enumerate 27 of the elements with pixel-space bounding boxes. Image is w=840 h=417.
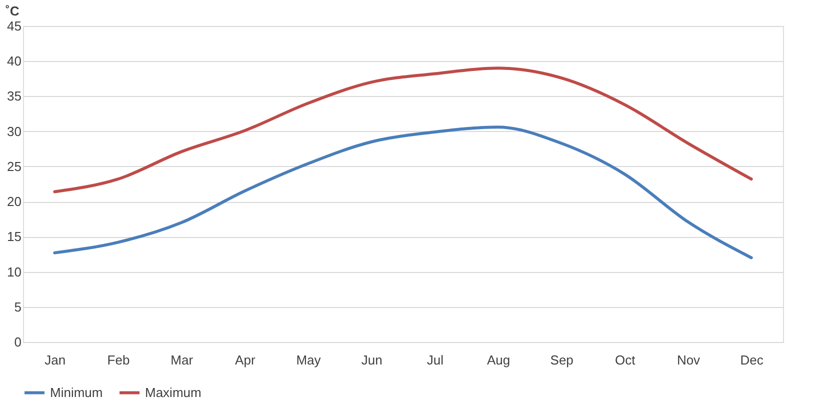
- legend-label: Minimum: [50, 384, 103, 400]
- x-tick-label: Mar: [170, 352, 194, 368]
- x-tick-label: Nov: [676, 352, 701, 368]
- y-tick-label: 40: [7, 54, 22, 69]
- y-axis-title: ˚C: [6, 4, 20, 18]
- y-tick-label: 30: [7, 124, 22, 139]
- x-tick-label: Oct: [615, 352, 636, 368]
- x-tick-label: Jun: [361, 352, 382, 368]
- y-tick-label: 45: [7, 18, 22, 34]
- line-series: [53, 126, 753, 260]
- x-tick-label: Aug: [486, 352, 510, 368]
- y-tick-label: 0: [14, 334, 22, 350]
- x-tick-label: Jul: [426, 352, 444, 368]
- y-tick-label: 10: [7, 264, 22, 280]
- x-tick-label: Feb: [107, 352, 130, 368]
- x-tick-label: Dec: [740, 352, 764, 368]
- x-tick-label: May: [296, 352, 322, 368]
- x-tick-label: Sep: [550, 352, 574, 368]
- x-tick-label: Apr: [235, 352, 256, 368]
- x-tick-label: Jan: [44, 352, 66, 368]
- legend-label: Maximum: [145, 384, 202, 400]
- y-tick-label: 20: [7, 194, 22, 210]
- y-tick-label: 5: [14, 299, 22, 314]
- y-tick-label: 25: [7, 158, 22, 174]
- y-tick-label: 15: [7, 229, 22, 244]
- line-series: [53, 66, 753, 194]
- y-tick-label: 35: [7, 88, 22, 104]
